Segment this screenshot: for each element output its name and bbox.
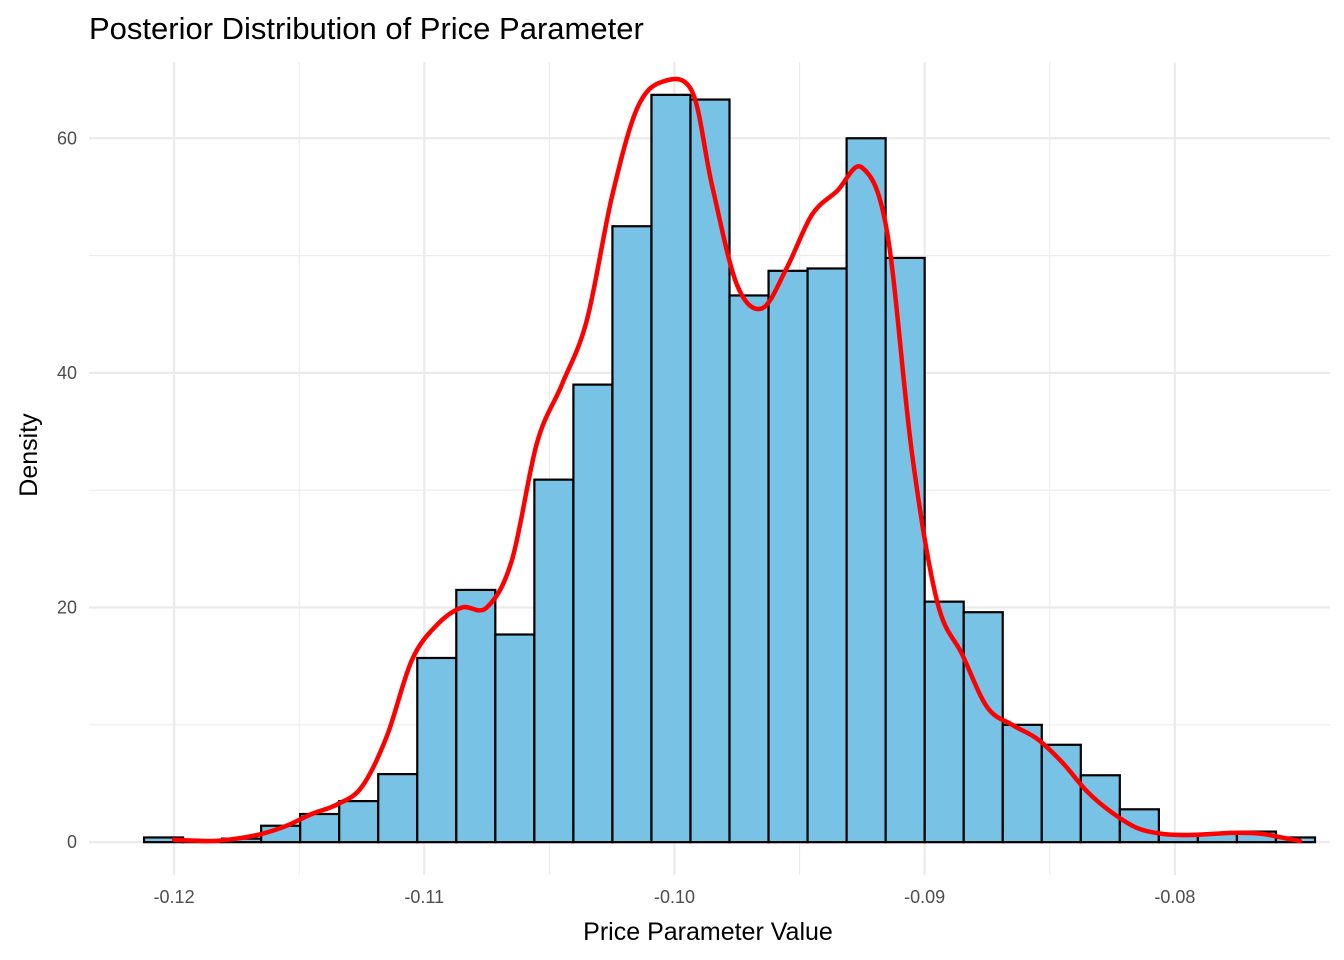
histogram-bar xyxy=(962,611,1004,844)
y-axis-ticks: 0 20 40 60 xyxy=(57,128,77,852)
histogram-bar xyxy=(650,93,692,844)
histogram-bar xyxy=(728,294,770,844)
histogram-bar xyxy=(767,269,809,844)
histogram-bar xyxy=(884,256,926,844)
histogram-bar xyxy=(494,633,536,844)
y-tick-label: 60 xyxy=(57,128,77,148)
histogram-bar xyxy=(689,98,731,844)
histogram-bar xyxy=(611,225,653,844)
histogram-bar xyxy=(1001,723,1043,844)
x-tick-label: -0.09 xyxy=(904,887,945,907)
y-tick-label: 40 xyxy=(57,363,77,383)
histogram-bar xyxy=(416,656,458,844)
histogram-bar xyxy=(1079,774,1121,844)
histogram-bar xyxy=(806,267,848,844)
histogram-bar xyxy=(338,799,380,844)
histogram-bars xyxy=(142,93,1317,844)
chart-title: Posterior Distribution of Price Paramete… xyxy=(89,11,644,46)
histogram-bar xyxy=(1118,808,1160,844)
y-axis-title: Density xyxy=(15,413,43,497)
x-tick-label: -0.11 xyxy=(404,887,444,907)
x-axis-title: Price Parameter Value xyxy=(583,918,833,946)
y-tick-label: 0 xyxy=(67,832,77,852)
histogram-bar xyxy=(845,137,887,844)
histogram-bar xyxy=(377,773,419,844)
histogram-bar xyxy=(455,588,497,844)
x-tick-label: -0.10 xyxy=(654,887,695,907)
x-axis-ticks: -0.12 -0.11 -0.10 -0.09 -0.08 xyxy=(154,887,1196,907)
histogram-bar xyxy=(572,383,614,844)
y-tick-label: 20 xyxy=(57,598,77,618)
x-tick-label: -0.08 xyxy=(1154,887,1195,907)
histogram-bar xyxy=(923,600,965,844)
x-tick-label: -0.12 xyxy=(154,887,195,907)
histogram-bar xyxy=(533,478,575,844)
density-curve xyxy=(171,76,1303,844)
